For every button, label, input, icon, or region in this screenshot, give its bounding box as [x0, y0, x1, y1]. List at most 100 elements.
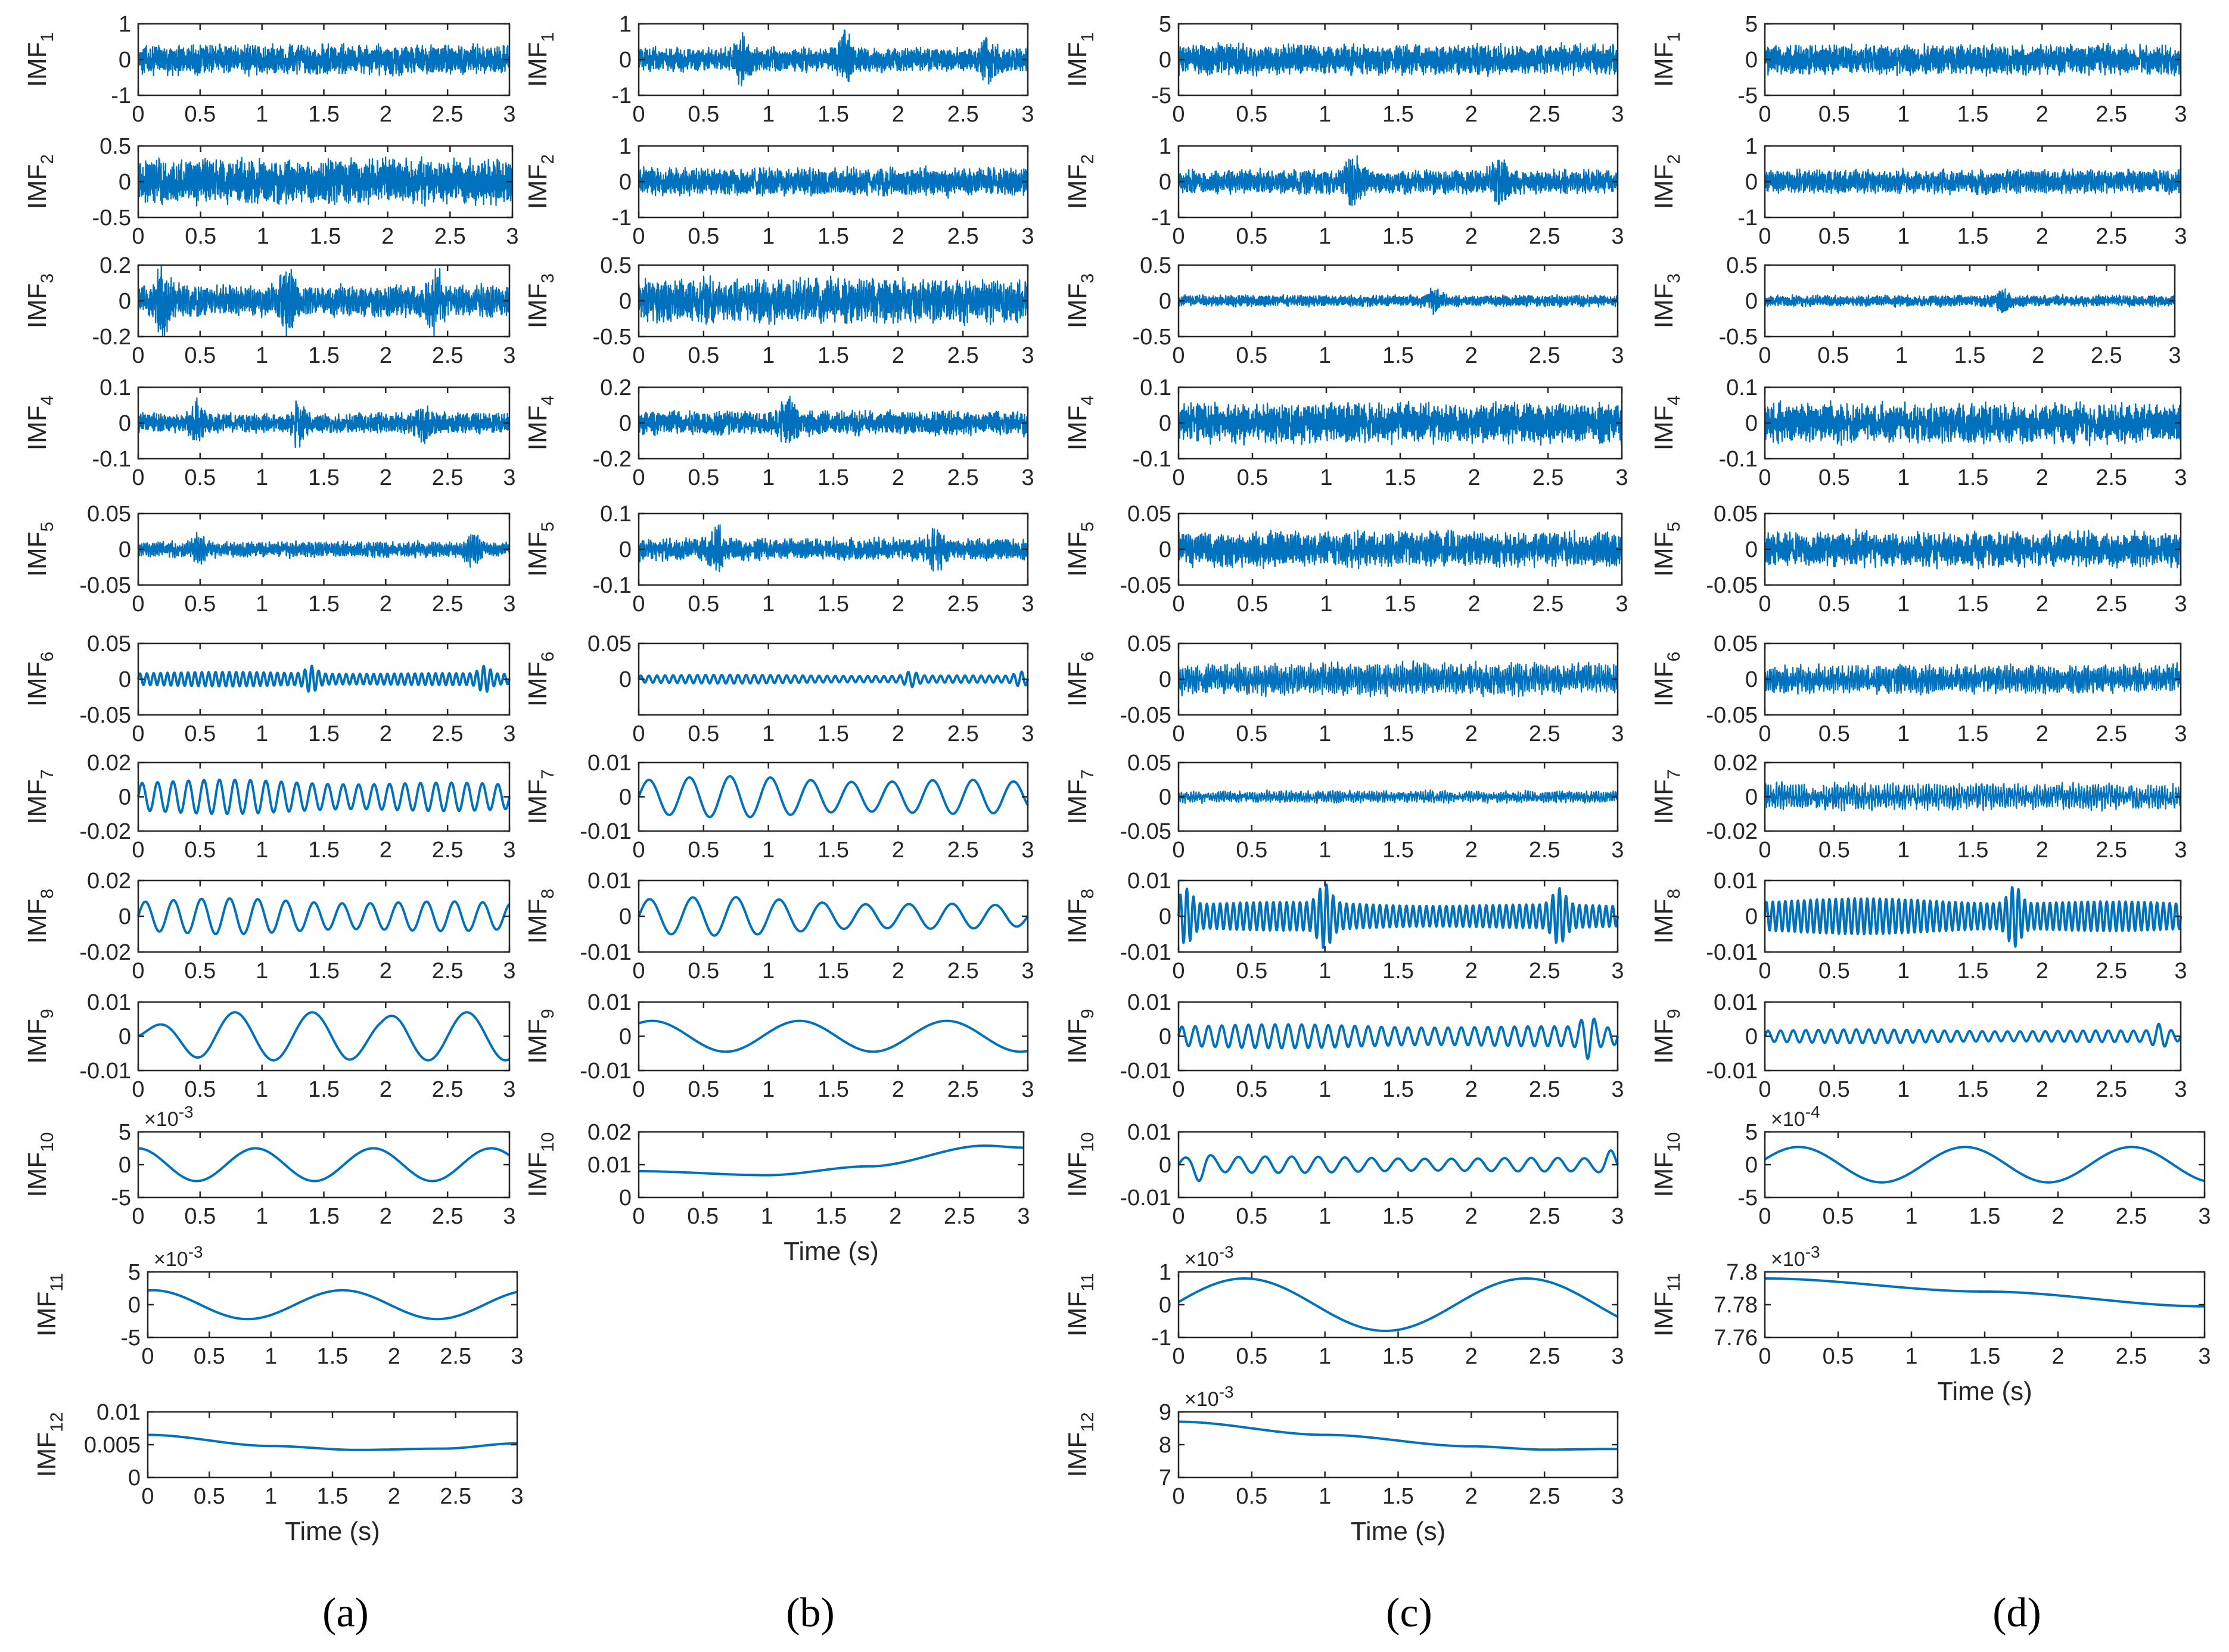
y-tick-label: 0	[619, 537, 632, 562]
signal-trace-b-imf6	[638, 670, 1029, 689]
x-tick-label: 0	[132, 959, 144, 984]
x-tick-label: 2.5	[2096, 102, 2127, 127]
x-tick-label: 1.5	[817, 721, 849, 746]
x-tick-label: 1.5	[1382, 1077, 1414, 1102]
x-tick-label: 0	[1172, 959, 1185, 984]
y-tick-label: 0.05	[87, 502, 131, 527]
x-tick-label: 0	[132, 838, 144, 863]
x-tick-label: 2.5	[432, 838, 464, 863]
x-tick-label: 0	[141, 1484, 154, 1509]
x-tick-label: 2	[2032, 343, 2044, 368]
x-tick-label: 1.5	[308, 959, 340, 984]
x-tick-label: 3	[1021, 102, 1034, 127]
imf-axis-label: IMF11	[1063, 1273, 1098, 1337]
x-tick-label: 2	[892, 1077, 904, 1102]
x-tick-label: 3	[2174, 838, 2187, 863]
x-tick-label: 2.5	[432, 102, 464, 127]
y-tick-label: -0.01	[1706, 1059, 1758, 1084]
x-tick-label: 2.5	[2096, 838, 2127, 863]
x-tick-label: 1	[1897, 721, 1910, 746]
x-tick-label: 1	[256, 102, 268, 127]
signal-trace-d-imf4	[1764, 400, 2182, 447]
y-tick-label: 1	[619, 12, 632, 37]
imf-axis-label: IMF3	[1063, 273, 1098, 328]
imf-axis-label: IMF10	[1063, 1132, 1098, 1197]
x-tick-label: 1.5	[1382, 1344, 1414, 1369]
x-tick-label: 2	[1465, 1204, 1478, 1229]
y-tick-label: 9	[1159, 1400, 1171, 1425]
y-tick-label: 5	[1745, 1120, 1758, 1145]
x-tick-label: 0.5	[184, 838, 216, 863]
imf-axis-label: IMF1	[1649, 32, 1684, 87]
x-tick-label: 1	[256, 343, 268, 368]
y-tick-label: 0	[119, 537, 131, 562]
x-tick-label: 1	[265, 1344, 277, 1369]
x-tick-label: 2	[892, 465, 904, 490]
y-tick-label: -5	[120, 1326, 141, 1351]
y-tick-label: 0	[1745, 785, 1758, 810]
x-tick-label: 0.5	[184, 1204, 216, 1229]
x-tick-label: 0.5	[184, 465, 216, 490]
imf-axis-label: IMF1	[23, 32, 57, 87]
signal-trace-c-imf11	[1177, 1277, 1619, 1332]
y-tick-label: -5	[111, 1186, 131, 1211]
x-tick-label: 2.5	[947, 102, 979, 127]
y-tick-label: 0.05	[1127, 631, 1171, 657]
y-tick-label: 0	[1745, 537, 1758, 562]
x-tick-label: 2.5	[947, 959, 979, 984]
x-tick-label: 0	[132, 1204, 144, 1229]
x-tick-label: 1.5	[308, 343, 340, 368]
imf-axis-label: IMF7	[1649, 769, 1684, 824]
y-tick-label: 0.02	[587, 1120, 632, 1145]
y-tick-label: -0.01	[580, 940, 632, 965]
imf-axis-label: IMF2	[1649, 154, 1684, 209]
y-tick-label: -0.05	[1706, 703, 1758, 728]
x-tick-label: 3	[2198, 1344, 2211, 1369]
x-tick-label: 0.5	[1823, 1204, 1854, 1229]
x-tick-label: 1.5	[817, 465, 849, 490]
y-tick-label: 0.01	[87, 990, 131, 1015]
signal-trace-a-imf11	[147, 1289, 518, 1321]
y-tick-label: -0.01	[580, 1059, 632, 1084]
x-tick-label: 2	[388, 1484, 400, 1509]
y-tick-label: 0	[619, 170, 632, 195]
x-tick-label: 1	[1897, 224, 1910, 249]
imf-axis-label: IMF7	[523, 769, 558, 824]
imf-axis-label: IMF2	[523, 154, 558, 209]
y-tick-label: 5	[1159, 12, 1171, 37]
x-tick-label: 2	[1465, 838, 1478, 863]
y-tick-label: 0	[1159, 289, 1171, 314]
x-tick-label: 2	[1465, 1344, 1478, 1369]
y-exponent-label: ×10-3	[1771, 1243, 1820, 1271]
x-tick-label: 2	[388, 1344, 400, 1369]
y-tick-label: 0	[119, 289, 131, 314]
y-tick-label: 0	[1159, 1293, 1171, 1318]
x-tick-label: 0.5	[1236, 1077, 1267, 1102]
panel-label-a: (a)	[322, 1590, 369, 1636]
x-tick-label: 0.5	[1823, 1344, 1854, 1369]
x-tick-label: 3	[2174, 465, 2187, 490]
y-tick-label: 0	[619, 1186, 632, 1211]
imf-axis-label: IMF8	[1649, 889, 1684, 944]
x-tick-label: 2	[892, 102, 904, 127]
imf-axis-label: IMF11	[1649, 1273, 1684, 1337]
x-tick-label: 0	[1758, 465, 1771, 490]
y-tick-label: -0.1	[1719, 447, 1758, 472]
x-tick-label: 3	[503, 959, 515, 984]
x-tick-label: 2	[1465, 343, 1478, 368]
x-tick-label: 1.5	[1382, 1204, 1414, 1229]
x-tick-label: 3	[1611, 721, 1624, 746]
x-tick-label: 1.5	[817, 1077, 849, 1102]
y-tick-label: 0	[128, 1466, 141, 1491]
x-tick-label: 1.5	[1957, 959, 1989, 984]
y-tick-label: 0	[619, 1025, 632, 1050]
signal-trace-d-imf7	[1764, 781, 2182, 812]
y-tick-label: 0	[1745, 667, 1758, 692]
signal-trace-b-imf1	[638, 29, 1029, 86]
